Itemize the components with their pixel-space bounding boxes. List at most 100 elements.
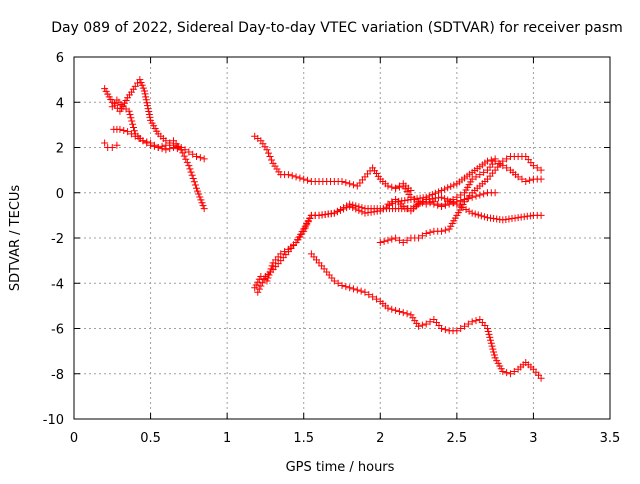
- data-point: [125, 107, 133, 115]
- data-point: [471, 210, 479, 218]
- data-point: [477, 212, 485, 220]
- data-point: [162, 141, 170, 149]
- data-point: [343, 202, 351, 210]
- y-tick-label: -10: [43, 413, 64, 428]
- data-point: [426, 199, 434, 207]
- data-point: [392, 306, 400, 314]
- data-point: [445, 200, 453, 208]
- data-point: [179, 149, 187, 157]
- data-point: [120, 127, 128, 135]
- data-point: [407, 193, 415, 201]
- data-point: [384, 200, 392, 208]
- chart-title: Day 089 of 2022, Sidereal Day-to-day VTE…: [51, 20, 623, 36]
- y-tick-label: 0: [56, 187, 64, 202]
- data-point: [465, 207, 473, 215]
- data-point: [476, 171, 484, 179]
- x-tick-label: 2: [376, 431, 384, 446]
- data-point: [158, 142, 166, 150]
- data-point: [330, 277, 338, 285]
- data-point: [403, 236, 411, 244]
- data-point: [300, 227, 308, 235]
- data-point: [518, 175, 526, 183]
- data-point: [186, 165, 194, 173]
- data-point: [474, 211, 482, 219]
- data-point: [260, 276, 268, 284]
- x-tick-label: 3: [529, 431, 537, 446]
- data-point: [126, 111, 134, 119]
- data-point: [486, 333, 494, 341]
- data-point: [438, 193, 446, 201]
- y-tick-label: 6: [56, 51, 64, 66]
- data-point: [196, 154, 204, 162]
- data-point: [388, 235, 396, 243]
- data-point: [349, 201, 357, 209]
- data-point: [145, 110, 153, 118]
- data-point: [304, 218, 312, 226]
- data-point: [457, 325, 465, 332]
- data-point: [185, 148, 193, 156]
- x-tick-label: 3.5: [600, 431, 621, 446]
- data-point: [449, 199, 457, 207]
- data-point: [413, 201, 421, 209]
- data-point: [130, 123, 138, 131]
- data-point: [193, 153, 201, 161]
- data-point: [403, 205, 411, 213]
- data-point: [384, 236, 392, 244]
- data-point: [340, 204, 348, 212]
- y-tick-label: -6: [51, 323, 64, 338]
- data-point: [438, 202, 446, 210]
- data-point: [193, 184, 201, 192]
- data-point: [150, 141, 158, 149]
- data-point: [480, 213, 488, 221]
- series-track-9: [376, 153, 545, 247]
- data-point: [127, 114, 135, 122]
- data-point: [187, 168, 195, 176]
- data-point: [296, 174, 304, 182]
- data-point: [395, 308, 403, 316]
- data-point: [129, 120, 137, 128]
- data-point: [135, 134, 143, 142]
- data-point: [200, 205, 208, 213]
- data-point: [336, 205, 344, 213]
- data-point: [503, 164, 511, 172]
- data-point: [464, 320, 472, 328]
- data-point: [195, 190, 203, 198]
- data-point: [453, 198, 461, 206]
- data-point: [376, 239, 384, 247]
- data-point: [358, 204, 366, 212]
- data-point: [388, 305, 396, 313]
- data-point: [422, 200, 430, 208]
- data-point: [189, 175, 197, 183]
- data-point: [418, 199, 426, 207]
- data-point: [292, 173, 300, 181]
- data-point: [499, 367, 507, 375]
- x-axis-label: GPS time / hours: [286, 460, 395, 475]
- data-point: [143, 138, 151, 146]
- data-point: [411, 196, 419, 204]
- data-point: [333, 207, 341, 215]
- data-point: [468, 175, 476, 183]
- data-point: [365, 291, 373, 299]
- data-point: [185, 162, 193, 170]
- data-point: [415, 322, 423, 330]
- y-tick-label: -2: [51, 232, 64, 247]
- data-point: [145, 108, 153, 116]
- data-point: [529, 162, 537, 170]
- data-point: [438, 227, 446, 235]
- data-point: [197, 196, 205, 204]
- data-point: [199, 202, 207, 210]
- data-point: [480, 168, 488, 176]
- data-point: [415, 234, 423, 242]
- data-point: [301, 224, 309, 232]
- data-point: [468, 318, 476, 326]
- data-point: [395, 236, 403, 244]
- data-point: [346, 284, 354, 292]
- series-track-11: [392, 182, 499, 210]
- data-point: [170, 144, 178, 151]
- data-point: [506, 370, 514, 378]
- data-point: [537, 175, 545, 183]
- data-point: [166, 139, 174, 147]
